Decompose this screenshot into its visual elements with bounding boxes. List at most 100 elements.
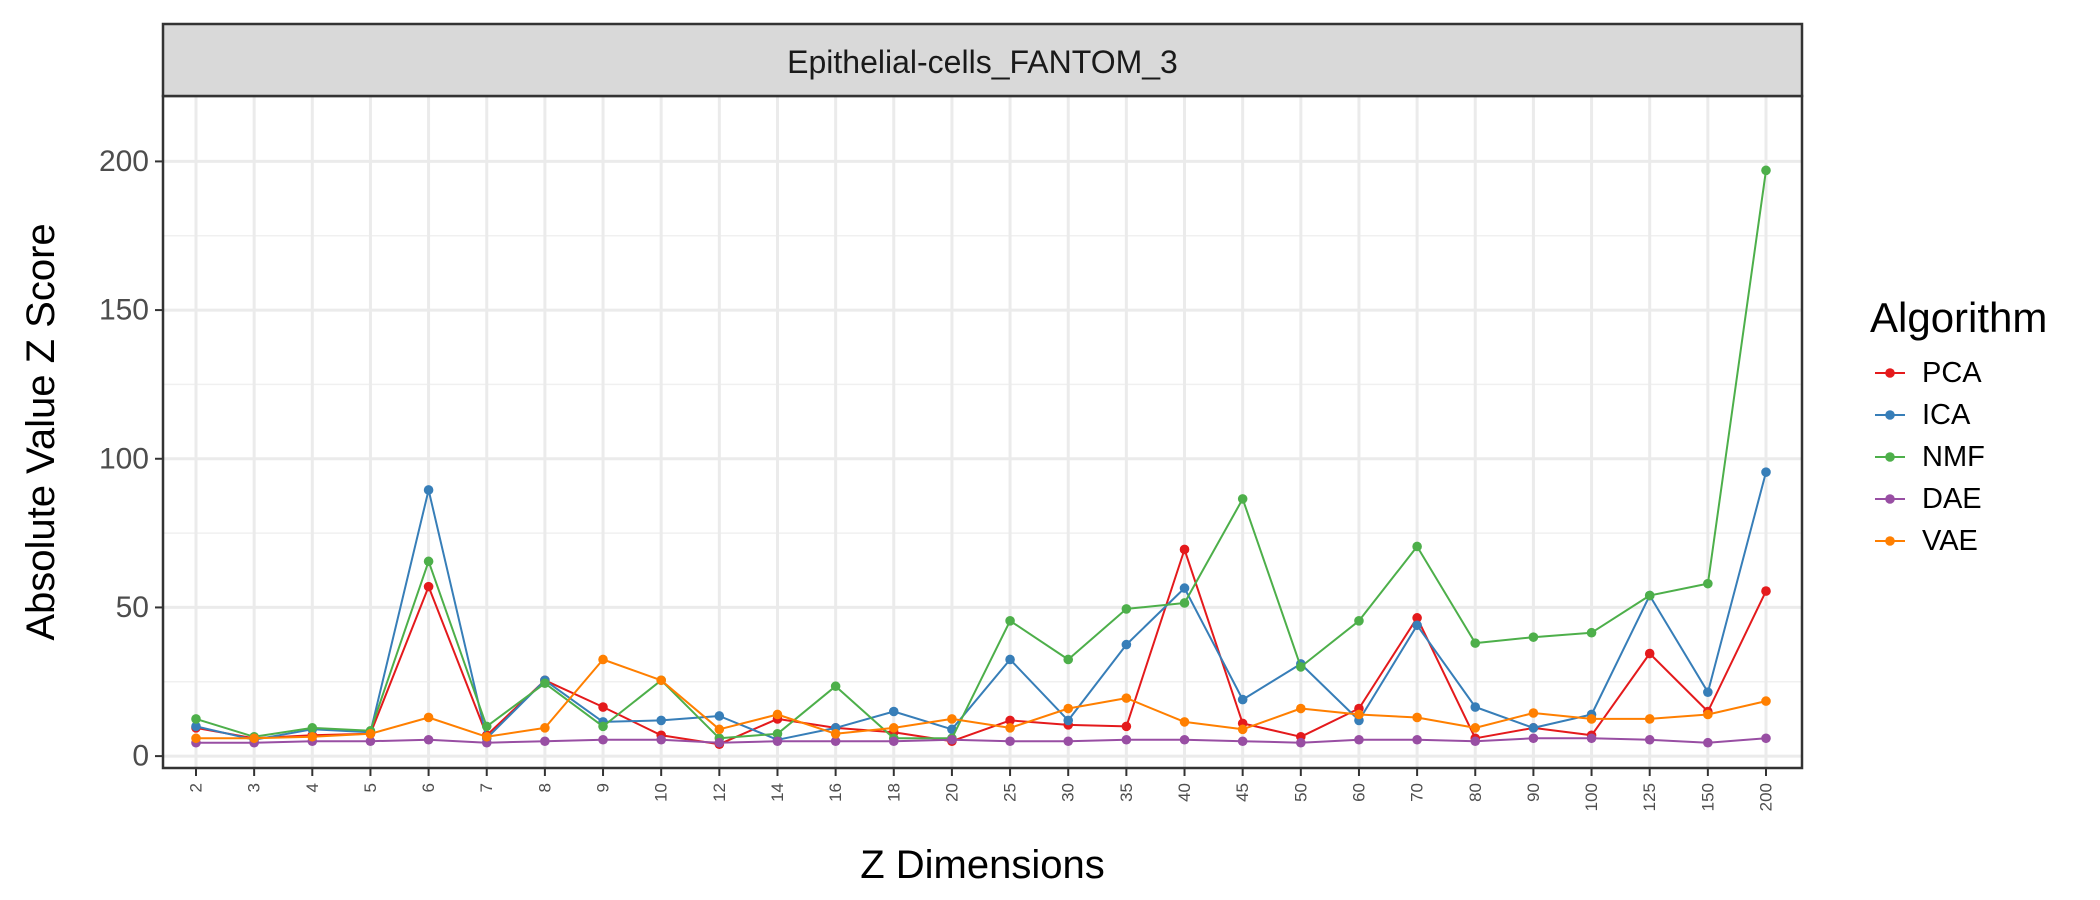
data-point-vae <box>598 654 608 665</box>
data-point-pca <box>1121 721 1132 732</box>
data-point-nmf <box>1528 632 1539 642</box>
data-point-dae <box>1063 736 1074 747</box>
data-point-ica <box>1179 583 1190 593</box>
data-point-vae <box>1703 709 1713 720</box>
x-tick-label: 6 <box>419 783 438 792</box>
x-tick-label: 12 <box>710 783 729 802</box>
data-point-ica <box>1412 620 1422 631</box>
data-point-dae <box>423 734 434 745</box>
plot-panel <box>161 94 1804 770</box>
x-tick-label: 60 <box>1349 783 1368 802</box>
data-point-dae <box>1703 737 1713 748</box>
data-point-vae <box>1121 693 1132 703</box>
x-tick-label: 200 <box>1757 783 1776 811</box>
x-tick-label: 7 <box>477 783 496 792</box>
data-point-ica <box>1528 723 1539 733</box>
x-tick-label: 30 <box>1059 783 1078 802</box>
data-point-vae <box>191 733 201 744</box>
y-tick-label: 50 <box>116 591 149 624</box>
series-line-nmf <box>195 170 1767 740</box>
data-point-nmf <box>1296 662 1306 672</box>
legend-key-point <box>1885 536 1895 546</box>
data-point-pca <box>1412 613 1422 623</box>
y-axis-title: Absolute Value Z Score <box>19 223 63 640</box>
x-tick-label: 25 <box>1001 783 1020 802</box>
data-point-nmf <box>1179 598 1190 608</box>
data-point-nmf <box>1237 494 1248 504</box>
data-point-ica <box>656 715 666 726</box>
data-point-dae <box>656 734 666 745</box>
legend-label: ICA <box>1922 399 1971 431</box>
data-point-ica <box>1121 639 1132 650</box>
legend-label: NMF <box>1922 441 1985 473</box>
data-point-dae <box>1237 736 1248 747</box>
data-point-dae <box>772 736 783 747</box>
data-point-dae <box>598 734 608 745</box>
legend-item-vae: VAE <box>1875 525 1978 557</box>
facet-strip: Epithelial-cells_FANTOM_3 <box>161 22 1804 98</box>
x-tick-label: 3 <box>245 783 264 792</box>
x-tick-label: 150 <box>1698 783 1717 811</box>
x-tick-label: 9 <box>594 783 613 792</box>
data-point-vae <box>1528 708 1539 718</box>
x-tick-label: 16 <box>826 783 845 802</box>
grid-minor <box>163 235 1802 683</box>
data-point-dae <box>1586 733 1597 744</box>
legend-title: Algorithm <box>1870 294 2047 341</box>
x-tick-label: 50 <box>1291 783 1310 802</box>
data-point-pca <box>1644 648 1655 659</box>
data-point-ica <box>1237 694 1248 705</box>
data-point-vae <box>888 723 899 733</box>
data-point-nmf <box>1703 578 1713 589</box>
data-point-vae <box>1296 703 1306 714</box>
data-point-nmf <box>1121 604 1132 614</box>
data-point-ica <box>423 485 434 495</box>
data-point-vae <box>481 731 492 742</box>
data-point-dae <box>365 736 376 747</box>
legend-key-point <box>1885 452 1895 462</box>
legend-key-point <box>1885 368 1895 378</box>
data-point-ica <box>1063 715 1074 726</box>
data-point-nmf <box>1063 654 1074 665</box>
x-tick-label: 90 <box>1524 783 1543 802</box>
x-tick-label: 14 <box>768 783 787 802</box>
data-point-ica <box>1470 702 1481 712</box>
data-point-vae <box>947 714 957 724</box>
data-point-vae <box>1761 696 1771 706</box>
y-tick-label: 200 <box>99 145 149 178</box>
data-point-pca <box>598 702 608 712</box>
facet-title: Epithelial-cells_FANTOM_3 <box>787 44 1178 80</box>
x-tick-label: 70 <box>1408 783 1427 802</box>
x-tick-label: 20 <box>942 783 961 802</box>
data-point-vae <box>1063 703 1074 714</box>
data-point-dae <box>1121 734 1132 745</box>
data-point-dae <box>1354 734 1364 745</box>
data-point-dae <box>714 737 725 748</box>
data-point-vae <box>1005 723 1015 733</box>
data-point-dae <box>1179 734 1190 745</box>
data-point-nmf <box>598 721 608 732</box>
x-tick-label: 35 <box>1117 783 1136 802</box>
data-point-vae <box>423 712 434 723</box>
y-tick-label: 0 <box>132 740 149 773</box>
legend-label: PCA <box>1922 357 1982 389</box>
series-line-dae <box>196 737 1767 744</box>
data-point-dae <box>947 734 957 745</box>
series-line-vae <box>196 658 1767 740</box>
data-point-vae <box>365 729 376 739</box>
data-point-dae <box>1470 736 1481 747</box>
legend-item-ica: ICA <box>1875 399 1971 431</box>
legend-item-nmf: NMF <box>1875 441 1985 473</box>
data-point-nmf <box>191 714 201 724</box>
data-point-nmf <box>830 681 841 692</box>
x-axis-title: Z Dimensions <box>860 843 1105 887</box>
data-point-vae <box>772 709 783 720</box>
data-point-vae <box>540 723 550 733</box>
legend-label: VAE <box>1922 525 1978 557</box>
x-tick-label: 10 <box>652 783 671 802</box>
legend-label: DAE <box>1922 483 1982 515</box>
data-point-vae <box>1470 723 1481 733</box>
data-point-nmf <box>772 729 783 739</box>
data-point-nmf <box>1412 541 1422 552</box>
x-tick-label: 125 <box>1640 783 1659 811</box>
